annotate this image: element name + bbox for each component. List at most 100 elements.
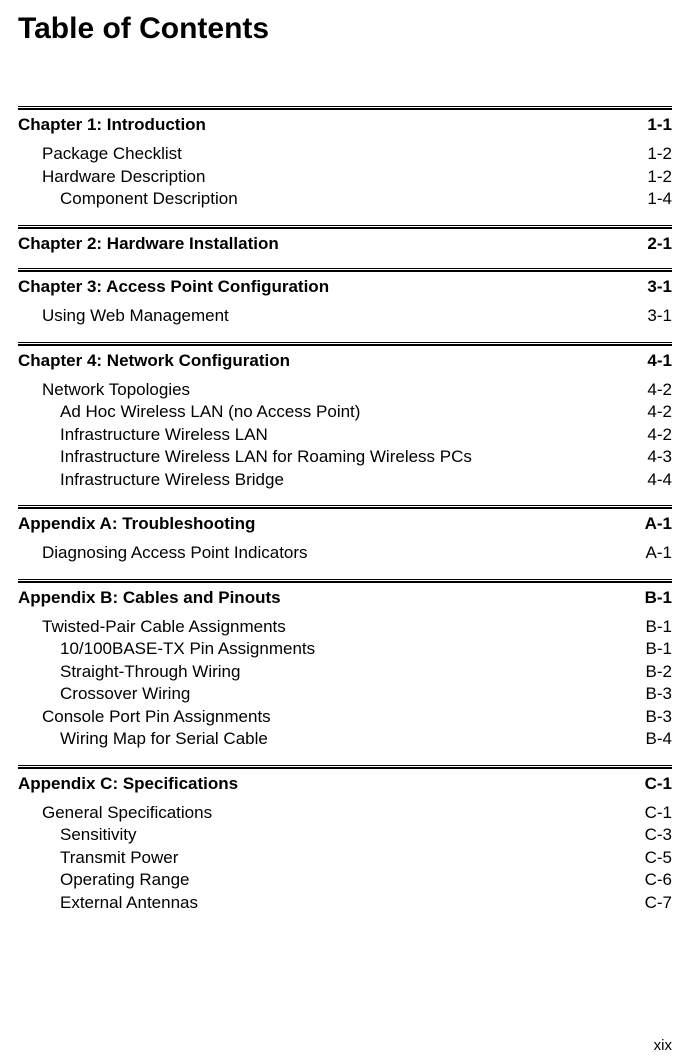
section-rule-thin — [18, 579, 672, 580]
toc-entry-label: External Antennas — [18, 892, 198, 914]
toc-entry-label: Wiring Map for Serial Cable — [18, 728, 268, 750]
toc-section: Appendix A: TroubleshootingA-1Diagnosing… — [18, 505, 672, 565]
section-rule-thin — [18, 342, 672, 343]
chapter-page: A-1 — [635, 513, 672, 534]
toc-entry: Sensitivity C-3 — [18, 824, 672, 846]
chapter-page: 4-1 — [637, 350, 672, 371]
section-rule-thick — [18, 767, 672, 769]
toc-section: Chapter 3: Access Point Configuration 3-1… — [18, 268, 672, 328]
chapter-label: Chapter 1: Introduction — [18, 114, 206, 135]
chapter-row: Appendix A: Troubleshooting A-1 — [18, 513, 672, 534]
entries: Package Checklist 1-2 Hardware Description… — [18, 143, 672, 210]
toc-entry: Network Topologies 4-2 — [18, 379, 672, 401]
section-rule-thick — [18, 507, 672, 509]
toc-entry-label: Hardware Description — [18, 166, 205, 188]
toc-section: Chapter 4: Network Configuration 4-1 Netwo… — [18, 342, 672, 491]
toc-entry-page: C-1 — [635, 802, 672, 824]
toc-entry: 10/100BASE-TX Pin AssignmentsB-1 — [18, 638, 672, 660]
section-rule-thin — [18, 268, 672, 269]
toc-entry: Operating Range C-6 — [18, 869, 672, 891]
toc-entry-page: C-6 — [635, 869, 672, 891]
chapter-row: Appendix C: Specifications C-1 — [18, 773, 672, 794]
toc-entry-label: Ad Hoc Wireless LAN (no Access Point) — [18, 401, 360, 423]
chapter-row: Chapter 2: Hardware Installation 2-1 — [18, 233, 672, 254]
section-rule-thin — [18, 765, 672, 766]
section-rule-thick — [18, 227, 672, 229]
chapter-page: C-1 — [635, 773, 672, 794]
toc-entry: Transmit Power C-5 — [18, 847, 672, 869]
toc-section: Chapter 2: Hardware Installation 2-1 — [18, 225, 672, 254]
chapter-page: B-1 — [635, 587, 672, 608]
toc-entry: Infrastructure Wireless LAN for Roaming … — [18, 446, 672, 468]
toc-entry-label: Component Description — [18, 188, 238, 210]
toc-entry-label: Using Web Management — [18, 305, 229, 327]
toc-entry-page: B-1 — [636, 638, 672, 660]
toc-entry: Using Web Management 3-1 — [18, 305, 672, 327]
toc-entry-page: 3-1 — [637, 305, 672, 327]
toc-entry: General Specifications C-1 — [18, 802, 672, 824]
chapter-label: Appendix B: Cables and Pinouts — [18, 587, 281, 608]
toc-entry-page: B-3 — [636, 706, 672, 728]
toc-entry-page: A-1 — [636, 542, 672, 564]
entries: General SpecificationsC-1SensitivityC-3T… — [18, 802, 672, 914]
toc-entry-label: Diagnosing Access Point Indicators — [18, 542, 308, 564]
toc-entry-page: 4-2 — [637, 424, 672, 446]
section-rule-thin — [18, 505, 672, 506]
toc-entry-label: Console Port Pin Assignments — [18, 706, 271, 728]
toc-entry: Ad Hoc Wireless LAN (no Access Point) 4-2 — [18, 401, 672, 423]
chapter-row: Chapter 1: Introduction1-1 — [18, 114, 672, 135]
toc-entry-page: C-3 — [635, 824, 672, 846]
toc-entry: Straight-Through Wiring B-2 — [18, 661, 672, 683]
toc-entry-label: Infrastructure Wireless LAN for Roaming … — [18, 446, 472, 468]
toc-entry-page: 1-2 — [637, 166, 672, 188]
toc-section: Chapter 1: Introduction1-1 Package Checkl… — [18, 106, 672, 211]
toc-section: Appendix C: SpecificationsC-1General Spe… — [18, 765, 672, 914]
toc-entry-page: C-5 — [635, 847, 672, 869]
chapter-row: Chapter 3: Access Point Configuration 3-1 — [18, 276, 672, 297]
toc-entry-page: B-2 — [636, 661, 672, 683]
page-number-footer: xix — [654, 1037, 672, 1054]
toc-entry-page: 4-2 — [637, 379, 672, 401]
toc-entry-page: 4-2 — [637, 401, 672, 423]
toc-entry: Infrastructure Wireless LAN 4-2 — [18, 424, 672, 446]
section-rule-thin — [18, 106, 672, 107]
chapter-row: Chapter 4: Network Configuration 4-1 — [18, 350, 672, 371]
toc-entry-label: Sensitivity — [18, 824, 137, 846]
chapter-label: Appendix A: Troubleshooting — [18, 513, 255, 534]
toc-entry-page: 1-2 — [637, 143, 672, 165]
table-of-contents: Chapter 1: Introduction1-1 Package Checkl… — [18, 106, 672, 914]
entries: Network Topologies4-2Ad Hoc Wireless LAN… — [18, 379, 672, 491]
toc-entry-label: Infrastructure Wireless LAN — [18, 424, 268, 446]
toc-entry-label: Infrastructure Wireless Bridge — [18, 469, 284, 491]
toc-entry-label: Twisted-Pair Cable Assignments — [18, 616, 286, 638]
toc-entry-page: B-1 — [636, 616, 672, 638]
section-rule-thick — [18, 344, 672, 346]
toc-entry: Component Description1-4 — [18, 188, 672, 210]
chapter-row: Appendix B: Cables and Pinouts B-1 — [18, 587, 672, 608]
chapter-page: 3-1 — [637, 276, 672, 297]
page-title: Table of Contents — [18, 12, 672, 46]
chapter-label: Appendix C: Specifications — [18, 773, 238, 794]
chapter-label: Chapter 4: Network Configuration — [18, 350, 290, 371]
section-rule-thin — [18, 225, 672, 226]
toc-entry-page: 4-3 — [637, 446, 672, 468]
toc-entry: Diagnosing Access Point Indicators A-1 — [18, 542, 672, 564]
toc-entry-label: General Specifications — [18, 802, 212, 824]
toc-entry: Infrastructure Wireless Bridge4-4 — [18, 469, 672, 491]
toc-entry-label: Crossover Wiring — [18, 683, 190, 705]
chapter-label: Chapter 2: Hardware Installation — [18, 233, 279, 254]
toc-entry-label: Transmit Power — [18, 847, 178, 869]
chapter-label: Chapter 3: Access Point Configuration — [18, 276, 329, 297]
chapter-page: 2-1 — [637, 233, 672, 254]
toc-entry-label: Package Checklist — [18, 143, 182, 165]
section-rule-thick — [18, 108, 672, 110]
entries: Using Web Management 3-1 — [18, 305, 672, 327]
toc-section: Appendix B: Cables and PinoutsB-1Twisted… — [18, 579, 672, 751]
toc-entry-label: Straight-Through Wiring — [18, 661, 240, 683]
toc-entry-label: Operating Range — [18, 869, 189, 891]
toc-entry: Package Checklist 1-2 — [18, 143, 672, 165]
toc-entry: Console Port Pin Assignments B-3 — [18, 706, 672, 728]
entries: Twisted-Pair Cable Assignments B-110/100B… — [18, 616, 672, 751]
section-rule-thick — [18, 581, 672, 583]
toc-entry-label: Network Topologies — [18, 379, 190, 401]
